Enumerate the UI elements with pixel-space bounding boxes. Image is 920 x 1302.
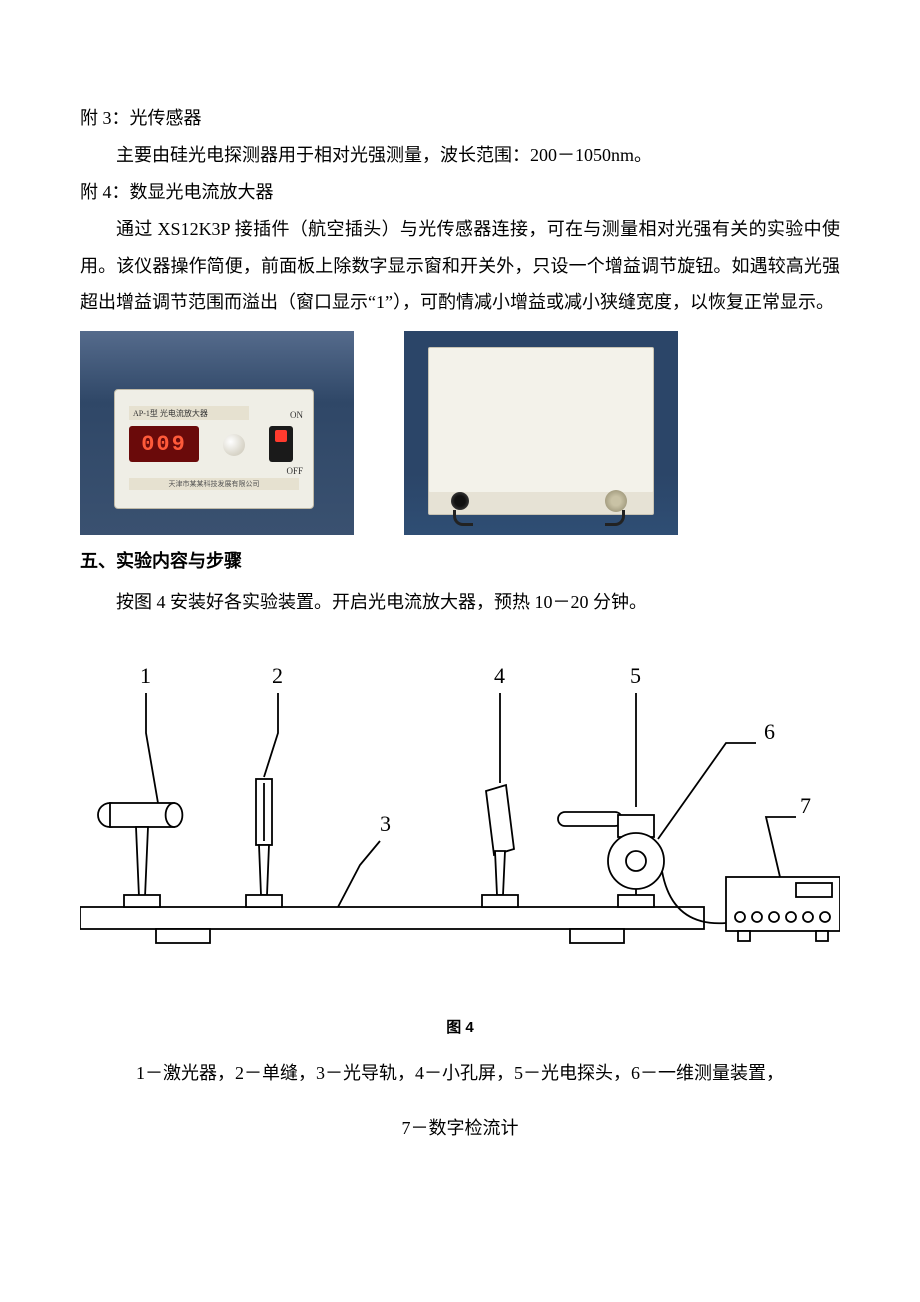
- jack-right-icon: [605, 490, 627, 512]
- svg-text:3: 3: [380, 811, 391, 836]
- svg-text:6: 6: [764, 719, 775, 744]
- svg-text:4: 4: [494, 663, 505, 688]
- gain-knob-icon: [223, 434, 245, 456]
- section5-intro: 按图 4 安装好各实验装置。开启光电流放大器，预热 10－20 分钟。: [80, 584, 840, 621]
- device-display: 009: [129, 426, 199, 462]
- photo-row: AP-1型 光电流放大器 009 ON OFF 天津市某某科技发展有限公司: [80, 331, 840, 535]
- on-label: ON: [290, 410, 303, 420]
- figure-caption: 图 4: [80, 1016, 840, 1037]
- photo-amplifier-back: [404, 331, 678, 535]
- off-label: OFF: [286, 466, 303, 476]
- cable-left-icon: [453, 510, 473, 526]
- figure-4: 1 2 3 4 5 6 7 图 4 1－激光器，2－单缝，3－光导轨，4－小孔屏，5－光电探…: [80, 655, 840, 1147]
- appendix4-heading: 附 4：数显光电流放大器: [80, 174, 840, 211]
- device-back-box: [428, 347, 654, 515]
- photo-amplifier-front: AP-1型 光电流放大器 009 ON OFF 天津市某某科技发展有限公司: [80, 331, 354, 535]
- device-bottom-strip: 天津市某某科技发展有限公司: [129, 478, 299, 490]
- section5-title: 五、实验内容与步骤: [80, 543, 840, 580]
- jack-left-icon: [451, 492, 469, 510]
- svg-text:2: 2: [272, 663, 283, 688]
- appendix3-heading: 附 3：光传感器: [80, 100, 840, 137]
- cable-right-icon: [605, 510, 625, 526]
- appendix4-body: 通过 XS12K3P 接插件（航空插头）与光传感器连接，可在与测量相对光强有关的…: [80, 211, 840, 322]
- figure-legend-line1: 1－激光器，2－单缝，3－光导轨，4－小孔屏，5－光电探头，6－一维测量装置，: [80, 1055, 840, 1092]
- appendix3-body: 主要由硅光电探测器用于相对光强测量，波长范围：200－1050nm。: [80, 137, 840, 174]
- device-front-box: AP-1型 光电流放大器 009 ON OFF 天津市某某科技发展有限公司: [114, 389, 314, 509]
- figure-legend-line2: 7－数字检流计: [80, 1110, 840, 1147]
- power-switch-icon: [269, 426, 293, 462]
- svg-text:7: 7: [800, 793, 811, 818]
- svg-text:5: 5: [630, 663, 641, 688]
- device-label-strip: AP-1型 光电流放大器: [129, 406, 249, 420]
- apparatus-diagram: 1 2 3 4 5 6 7: [80, 655, 840, 985]
- svg-text:1: 1: [140, 663, 151, 688]
